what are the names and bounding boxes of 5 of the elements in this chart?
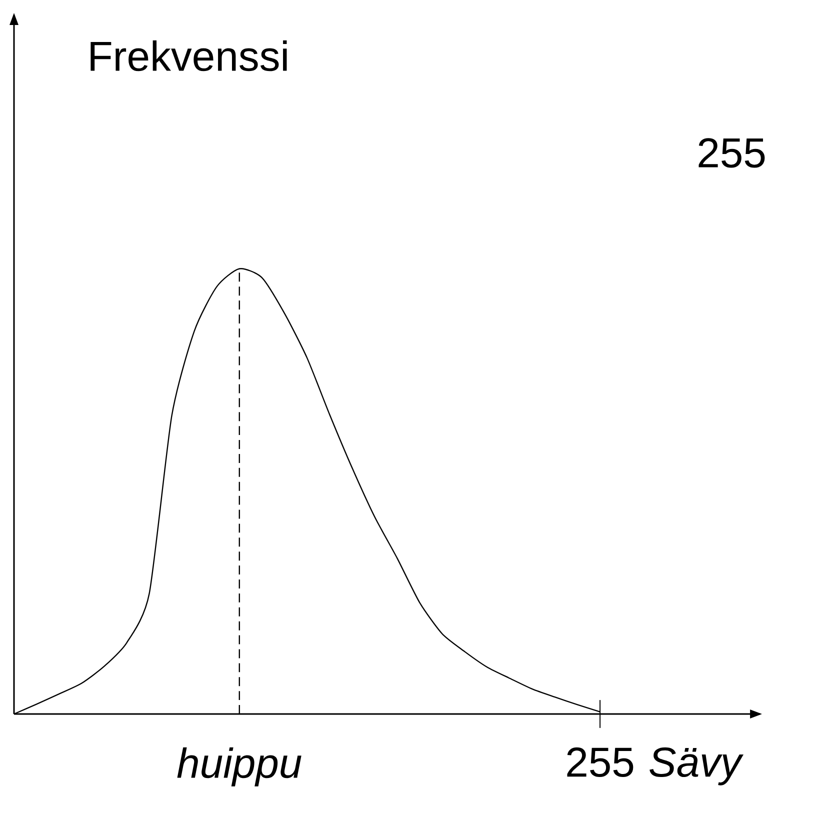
text: 255 — [698, 138, 765, 168]
y-axis-title: Frekvenssi — [90, 40, 287, 72]
text: 255 — [567, 747, 634, 778]
text: huippu — [177, 747, 302, 786]
x-axis-title: Sävy — [650, 747, 744, 786]
